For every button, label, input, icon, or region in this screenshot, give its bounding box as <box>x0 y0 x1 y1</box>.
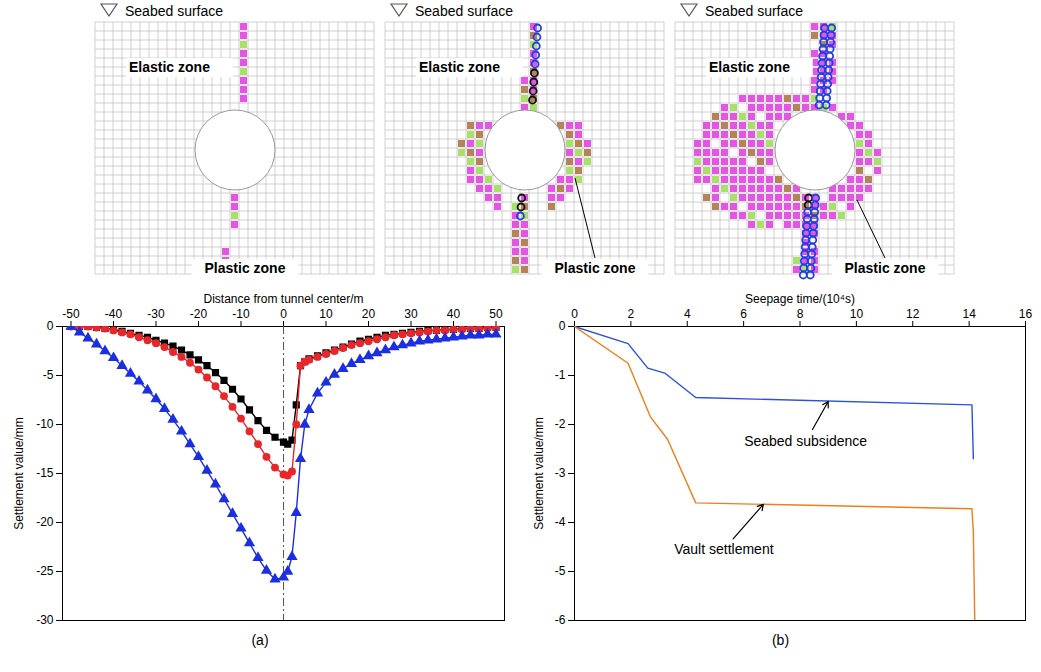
svg-text:8: 8 <box>797 307 804 321</box>
svg-text:14: 14 <box>962 307 976 321</box>
svg-text:-2: -2 <box>555 417 566 431</box>
svg-text:Seabed surface: Seabed surface <box>125 3 223 19</box>
svg-text:-25: -25 <box>36 564 54 578</box>
svg-text:-4: -4 <box>555 515 566 529</box>
svg-text:20: 20 <box>362 307 376 321</box>
svg-text:-40: -40 <box>105 307 123 321</box>
svg-text:Plastic zone: Plastic zone <box>845 260 926 276</box>
svg-text:-50: -50 <box>62 307 80 321</box>
svg-text:Seabed subsidence: Seabed subsidence <box>744 433 867 449</box>
svg-text:30: 30 <box>404 307 418 321</box>
svg-text:6: 6 <box>740 307 747 321</box>
svg-text:-10: -10 <box>232 307 250 321</box>
svg-text:-30: -30 <box>147 307 165 321</box>
svg-text:Elastic zone: Elastic zone <box>709 59 790 75</box>
svg-text:-15: -15 <box>36 466 54 480</box>
svg-text:-5: -5 <box>555 564 566 578</box>
svg-text:10: 10 <box>850 307 864 321</box>
svg-text:Distance from tunnel center/m: Distance from tunnel center/m <box>203 292 363 306</box>
svg-text:-1: -1 <box>555 368 566 382</box>
html-text:(b): (b) <box>771 632 790 648</box>
svg-text:Seepage time/(10⁴s): Seepage time/(10⁴s) <box>745 292 855 306</box>
svg-text:4: 4 <box>684 307 691 321</box>
svg-text:0: 0 <box>559 319 566 333</box>
svg-text:Seabed surface: Seabed surface <box>415 3 513 19</box>
svg-text:40: 40 <box>447 307 461 321</box>
svg-text:Vault settlement: Vault settlement <box>674 541 773 557</box>
svg-text:-30: -30 <box>36 613 54 627</box>
svg-text:2: 2 <box>628 307 635 321</box>
svg-text:Settlement value/mm: Settlement value/mm <box>12 417 26 530</box>
svg-text:12: 12 <box>906 307 920 321</box>
svg-text:-20: -20 <box>36 515 54 529</box>
svg-text:0: 0 <box>47 319 54 333</box>
svg-text:-5: -5 <box>43 368 54 382</box>
svg-text:16: 16 <box>1019 307 1033 321</box>
svg-text:Seabed surface: Seabed surface <box>705 3 803 19</box>
svg-text:-3: -3 <box>555 466 566 480</box>
svg-text:Elastic zone: Elastic zone <box>419 59 500 75</box>
svg-text:50: 50 <box>489 307 503 321</box>
svg-text:-6: -6 <box>555 613 566 627</box>
svg-text:0: 0 <box>280 307 287 321</box>
svg-text:-20: -20 <box>190 307 208 321</box>
svg-text:Plastic zone: Plastic zone <box>205 260 286 276</box>
svg-text:10: 10 <box>319 307 333 321</box>
svg-text:Elastic zone: Elastic zone <box>129 59 210 75</box>
svg-text:-10: -10 <box>36 417 54 431</box>
svg-text:Settlement value/mm: Settlement value/mm <box>532 417 546 530</box>
svg-text:0: 0 <box>571 307 578 321</box>
svg-text:Plastic zone: Plastic zone <box>555 260 636 276</box>
html-text:(a): (a) <box>251 632 269 648</box>
